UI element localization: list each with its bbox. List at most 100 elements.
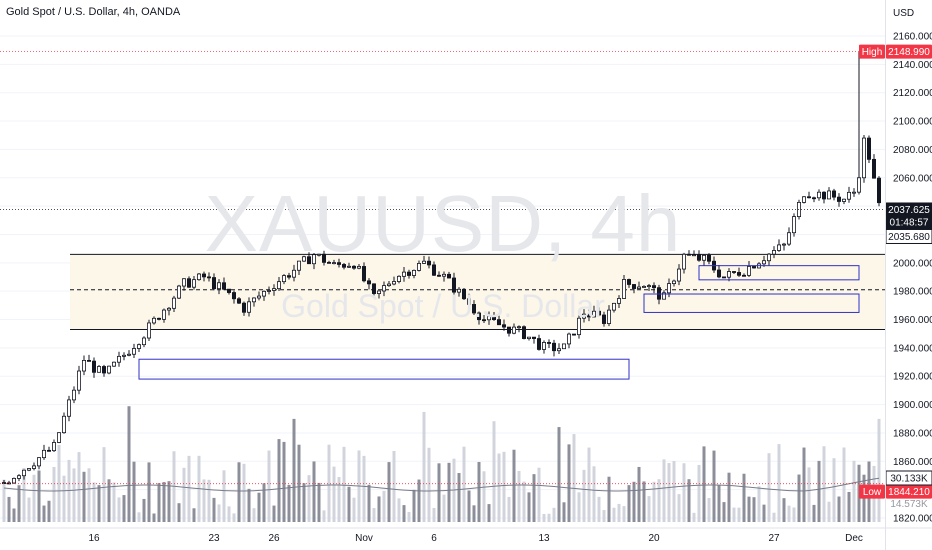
candle-body bbox=[552, 342, 557, 352]
volume-bar bbox=[817, 460, 821, 522]
volume-bar bbox=[107, 479, 111, 522]
volume-bar bbox=[837, 496, 841, 522]
candle-body bbox=[97, 366, 102, 373]
volume-bar bbox=[272, 505, 276, 522]
candle-body bbox=[386, 283, 391, 286]
volume-bar bbox=[7, 496, 11, 522]
candle-body bbox=[206, 276, 211, 279]
volume-bar bbox=[177, 503, 181, 522]
candle-body bbox=[426, 260, 431, 266]
volume-bar bbox=[157, 483, 161, 522]
candle-body bbox=[672, 280, 677, 285]
candle-body bbox=[792, 216, 797, 234]
candle-body bbox=[867, 137, 872, 160]
candle-body bbox=[662, 292, 667, 300]
y-tick-label: 2000.000 bbox=[893, 258, 932, 269]
candle-body bbox=[11, 477, 16, 484]
candle-body bbox=[632, 284, 637, 289]
candle-body bbox=[597, 310, 602, 316]
candle-body bbox=[281, 275, 286, 283]
volume-bar bbox=[657, 479, 661, 522]
volume-bar bbox=[637, 466, 641, 522]
x-tick-label: 26 bbox=[268, 533, 280, 544]
currency-label[interactable]: USD bbox=[893, 8, 915, 19]
volume-bar bbox=[532, 474, 536, 522]
volume-bar bbox=[412, 489, 416, 522]
volume-bar bbox=[477, 461, 481, 522]
candle-body bbox=[707, 254, 712, 262]
candle-body bbox=[787, 232, 792, 245]
volume-bar bbox=[82, 471, 86, 522]
volume-bar bbox=[347, 486, 351, 522]
candle-body bbox=[547, 342, 552, 344]
volume-bar bbox=[282, 441, 286, 522]
candle-body bbox=[812, 197, 817, 200]
volume-bar bbox=[592, 466, 596, 522]
y-tick-label: 1860.000 bbox=[893, 457, 932, 468]
candle-body bbox=[486, 315, 491, 321]
x-tick-label: 16 bbox=[88, 533, 100, 544]
candle-body bbox=[817, 191, 822, 199]
candle-body bbox=[77, 370, 82, 391]
candle-body bbox=[842, 198, 847, 202]
candle-body bbox=[346, 265, 351, 268]
volume-bar bbox=[382, 490, 386, 522]
y-tick-label: 1940.000 bbox=[893, 343, 932, 354]
candle-body bbox=[251, 297, 256, 303]
prev-price-label: 2035.680 bbox=[888, 232, 930, 243]
y-tick-label: 2160.000 bbox=[893, 32, 932, 43]
candle-body bbox=[481, 319, 486, 322]
volume-bar bbox=[112, 482, 116, 522]
low-value-tag: 1844.210 bbox=[888, 487, 930, 498]
candle-body bbox=[727, 271, 732, 278]
candle-body bbox=[512, 326, 517, 334]
candle-body bbox=[127, 353, 132, 356]
candle-body bbox=[772, 250, 777, 255]
candle-body bbox=[341, 264, 346, 268]
volume-last-label: 30.133K bbox=[890, 474, 928, 485]
x-tick-label: 6 bbox=[431, 533, 437, 544]
prev-price-bg bbox=[885, 228, 932, 244]
y-tick-label: 2060.000 bbox=[893, 173, 932, 184]
volume-bar bbox=[102, 447, 106, 522]
candle-body bbox=[241, 302, 246, 313]
volume-bar bbox=[782, 498, 786, 522]
candle-body bbox=[296, 260, 301, 271]
candle-body bbox=[391, 281, 396, 285]
candle-body bbox=[872, 158, 877, 179]
volume-bar bbox=[387, 462, 391, 522]
volume-bar bbox=[352, 497, 356, 522]
volume-bar bbox=[542, 513, 546, 522]
volume-bar bbox=[462, 446, 466, 522]
candle-body bbox=[381, 285, 386, 292]
candle-body bbox=[181, 278, 186, 287]
volume-bar bbox=[777, 444, 781, 522]
volume-bar bbox=[207, 479, 211, 522]
volume-bar bbox=[737, 507, 741, 522]
volume-bar bbox=[687, 479, 691, 522]
current-price-label: 2037.625 bbox=[888, 205, 930, 216]
volume-avg-label: 14.573K bbox=[890, 499, 928, 510]
candle-body bbox=[42, 449, 47, 459]
candle-body bbox=[732, 271, 737, 273]
volume-bar bbox=[337, 477, 341, 522]
candle-body bbox=[456, 288, 461, 293]
candle-body bbox=[246, 301, 251, 313]
volume-bar bbox=[222, 470, 226, 522]
candle-body bbox=[537, 338, 542, 350]
candle-body bbox=[321, 253, 326, 263]
price-axis[interactable] bbox=[885, 0, 932, 550]
candle-body bbox=[722, 276, 727, 279]
candle-body bbox=[52, 442, 57, 452]
volume-bar bbox=[732, 507, 736, 522]
volume-bar bbox=[717, 485, 721, 522]
candle-body bbox=[171, 297, 176, 309]
volume-bar bbox=[77, 452, 81, 522]
volume-bar bbox=[437, 463, 441, 522]
candle-body bbox=[767, 253, 772, 262]
candle-body bbox=[316, 253, 321, 256]
volume-bar bbox=[287, 484, 291, 522]
volume-bar bbox=[277, 439, 281, 522]
volume-bar bbox=[182, 467, 186, 522]
